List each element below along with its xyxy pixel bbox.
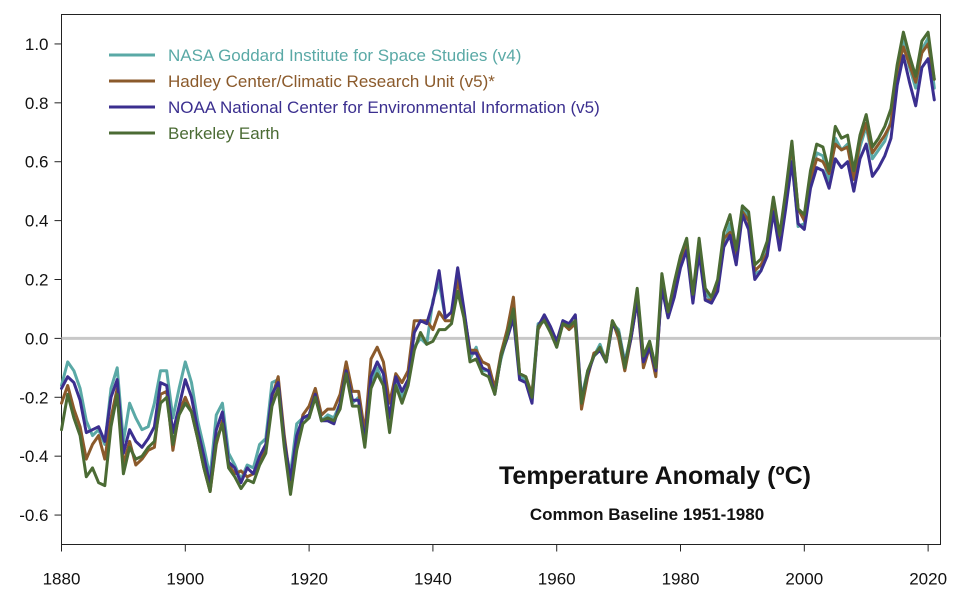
chart-subtitle: Common Baseline 1951-1980 [530,505,764,524]
x-tick-label: 1880 [43,570,81,589]
x-tick-label: 1940 [414,570,452,589]
legend-item: Berkeley Earth [109,124,280,143]
legend-item: NOAA National Center for Environmental I… [109,98,600,117]
legend-item: NASA Goddard Institute for Space Studies… [109,46,521,65]
y-tick-label: 0.6 [25,153,49,172]
chart-title: Temperature Anomaly (ºC) [499,462,811,490]
legend-label: NASA Goddard Institute for Space Studies… [168,46,521,65]
legend-item: Hadley Center/Climatic Research Unit (v5… [109,72,495,91]
y-tick-label: -0.2 [19,388,48,407]
y-tick-label: 0.8 [25,94,49,113]
x-tick-label: 1960 [538,570,576,589]
y-tick-label: -0.4 [19,447,48,466]
series-line-berkeley-earth [60,30,936,496]
y-tick-label: -0.6 [19,506,48,525]
x-tick-label: 1900 [166,570,204,589]
series-lines [60,30,936,496]
y-tick-label: 0.2 [25,271,49,290]
legend-label: Berkeley Earth [168,124,280,143]
axis-ticks: 1880 1900 1920 1940 1960 1980 2000 2020 -0.6 -0.4… [19,35,947,589]
legend-label: NOAA National Center for Environmental I… [168,98,600,117]
legend-label: Hadley Center/Climatic Research Unit (v5… [168,72,495,91]
x-tick-label: 2000 [785,570,823,589]
x-tick-label: 1920 [290,570,328,589]
legend: NASA Goddard Institute for Space Studies… [109,46,600,143]
x-tick-label: 2020 [909,570,947,589]
y-tick-label: 0.0 [25,329,49,348]
y-tick-label: 0.4 [25,212,49,231]
x-tick-label: 1980 [662,570,700,589]
y-tick-label: 1.0 [25,35,49,54]
